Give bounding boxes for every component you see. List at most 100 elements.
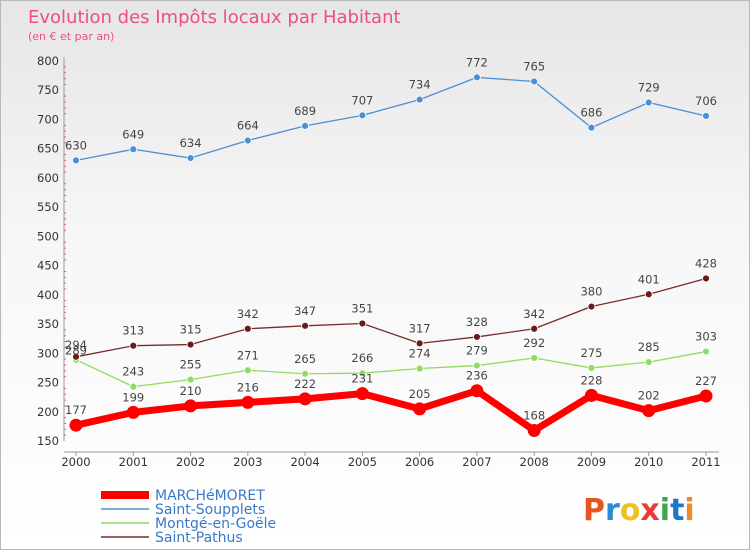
y-tick-label: 550: [37, 200, 59, 214]
data-label: 342: [237, 307, 259, 321]
data-label: 630: [65, 138, 87, 152]
data-point: [69, 418, 83, 432]
data-point: [642, 404, 656, 418]
data-label: 342: [523, 307, 545, 321]
data-point: [129, 145, 138, 154]
data-label: 202: [638, 389, 660, 403]
data-point: [530, 324, 539, 333]
y-tick-label: 700: [37, 112, 59, 126]
x-tick-label: 2002: [176, 455, 205, 469]
data-label: 729: [638, 81, 660, 95]
data-point: [644, 358, 653, 366]
data-point: [702, 112, 710, 120]
data-point: [473, 73, 481, 82]
data-label: 317: [409, 321, 431, 335]
data-label: 380: [580, 285, 602, 299]
x-tick-label: 2010: [634, 455, 663, 469]
y-tick-label: 500: [37, 229, 59, 243]
x-tick-label: 2005: [348, 455, 377, 469]
data-label: 243: [122, 365, 144, 379]
data-point: [587, 123, 596, 132]
x-tick-label: 2000: [61, 455, 90, 469]
data-point: [186, 375, 195, 384]
data-point: [587, 364, 596, 372]
data-label: 285: [638, 340, 660, 354]
logo-letter: P: [583, 493, 605, 528]
y-tick-label: 750: [37, 83, 59, 97]
data-point: [243, 366, 252, 375]
logo-letter: i: [684, 493, 694, 528]
y-tick-label: 650: [37, 142, 59, 156]
data-label: 689: [294, 104, 316, 118]
legend-label-3: Saint-Pathus: [155, 530, 243, 546]
data-point: [587, 302, 596, 311]
data-point: [473, 333, 481, 341]
series-line-2: [75, 350, 707, 388]
data-label: 210: [180, 384, 202, 398]
series-line-1: [75, 76, 707, 162]
y-tick-label: 350: [37, 317, 59, 331]
data-label: 228: [580, 373, 602, 387]
data-label: 401: [638, 272, 660, 286]
data-label: 294: [65, 338, 87, 352]
data-label: 222: [294, 377, 316, 391]
data-label: 271: [237, 348, 259, 362]
data-point: [358, 319, 367, 328]
x-tick-label: 2003: [233, 455, 262, 469]
data-point: [186, 154, 195, 162]
data-point: [298, 392, 312, 406]
data-point: [530, 354, 539, 362]
y-tick-label: 600: [37, 171, 59, 185]
data-point: [415, 364, 424, 373]
proxiti-logo: Proxiti: [583, 493, 695, 528]
data-point: [129, 341, 138, 350]
data-point: [699, 389, 713, 403]
y-tick-label: 250: [37, 376, 59, 390]
data-label: 292: [523, 336, 545, 350]
data-point: [243, 324, 252, 333]
x-tick-label: 2001: [119, 455, 148, 469]
data-point: [301, 121, 309, 130]
data-label: 274: [409, 347, 431, 361]
data-label: 734: [409, 78, 431, 92]
data-label: 236: [466, 369, 488, 383]
data-point: [702, 347, 710, 356]
data-label: 634: [180, 136, 202, 150]
data-label: 279: [466, 344, 488, 358]
x-tick-label: 2006: [405, 455, 434, 469]
data-point: [129, 382, 138, 391]
x-tick-label: 2011: [691, 455, 720, 469]
data-point: [186, 340, 195, 349]
y-tick-label: 200: [37, 405, 59, 419]
data-label: 303: [695, 330, 717, 344]
data-point: [413, 402, 427, 416]
series-line-3: [75, 277, 707, 358]
data-point: [243, 136, 252, 145]
data-label: 706: [695, 94, 717, 108]
legend-label-1: Saint-Soupplets: [155, 502, 265, 518]
x-tick-label: 2004: [290, 455, 319, 469]
data-point: [126, 405, 140, 419]
data-label: 313: [122, 324, 144, 338]
data-point: [241, 395, 255, 409]
data-point: [358, 111, 367, 120]
data-point: [415, 339, 424, 348]
data-label: 266: [351, 351, 373, 365]
data-label: 707: [351, 93, 373, 107]
y-tick-label: 450: [37, 259, 59, 273]
data-label: 216: [237, 380, 259, 394]
logo-letter: o: [620, 493, 641, 528]
data-label: 315: [180, 323, 202, 337]
data-label: 275: [580, 346, 602, 360]
data-label: 328: [466, 315, 488, 329]
data-label: 765: [523, 59, 545, 73]
logo-letter: x: [640, 493, 659, 528]
data-label: 177: [65, 403, 87, 417]
data-point: [358, 369, 367, 378]
data-point: [473, 361, 481, 370]
data-point: [355, 387, 369, 401]
data-point: [184, 399, 198, 413]
data-point: [301, 369, 309, 378]
